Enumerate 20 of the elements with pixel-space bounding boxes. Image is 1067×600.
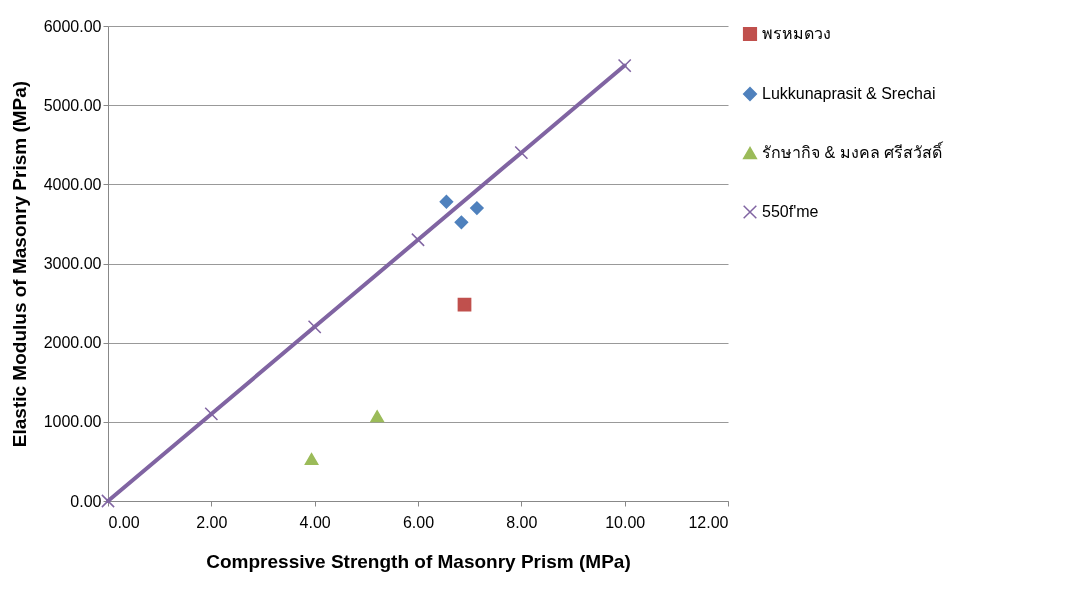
y-tick-label: 4000.00: [43, 175, 102, 193]
x-tick-label: 6.00: [402, 513, 435, 531]
y-axis-title: Elastic Modulus of Masonry Prism (MPa): [8, 80, 30, 448]
x-tick-label: 8.00: [506, 513, 538, 531]
legend-label: รักษากิจ & มงคล ศรีสวัสดิ์: [762, 141, 945, 161]
y-tick-label: 3000.00: [43, 255, 102, 272]
x-tick-label: 12.00: [688, 513, 729, 531]
y-tick-label: 5000.00: [43, 96, 102, 114]
legend-label: พรหมดวง: [762, 25, 831, 42]
x-tick-label: 2.00: [196, 513, 228, 531]
y-tick-label: 1000.00: [43, 413, 102, 431]
y-tick-label: 0.00: [70, 492, 102, 510]
x-tick-label: 10.00: [605, 513, 646, 531]
y-tick-label: 2000.00: [43, 334, 102, 352]
legend-label: 550f'me: [762, 203, 819, 220]
y-tick-label: 6000.00: [43, 17, 102, 35]
x-axis-title: Compressive Strength of Masonry Prism (MPa): [206, 550, 631, 572]
legend-label: Lukkunaprasit & Srechai: [762, 85, 936, 102]
x-tick-label: 0.00: [108, 513, 140, 531]
x-tick-label: 4.00: [299, 513, 331, 531]
